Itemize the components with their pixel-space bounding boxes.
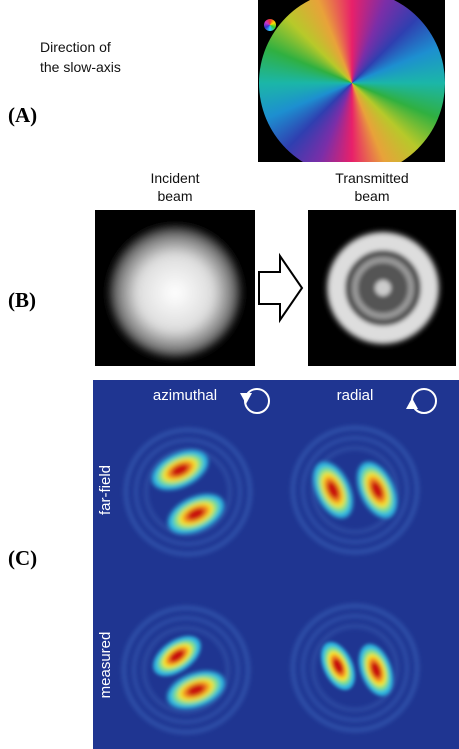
caption-line: Transmitted xyxy=(335,170,408,186)
column-label: azimuthal xyxy=(153,387,217,404)
lobe xyxy=(151,450,209,490)
slow-axis-map xyxy=(258,0,445,162)
lobe-layer xyxy=(327,481,339,499)
lobe xyxy=(167,671,225,709)
panel-label: (A) xyxy=(8,103,37,127)
intensity-panel xyxy=(93,380,459,749)
rotation-arrow xyxy=(240,393,252,404)
lobe xyxy=(321,642,355,690)
ring xyxy=(300,435,410,545)
arrow xyxy=(258,252,304,324)
rotation-arrow xyxy=(406,398,418,409)
ring xyxy=(290,603,420,733)
ring xyxy=(121,605,251,735)
lobe-layer xyxy=(187,508,205,520)
ring xyxy=(141,625,231,715)
lobe xyxy=(153,636,201,676)
caption-line: beam xyxy=(157,188,192,204)
lobe-layer xyxy=(171,464,189,476)
ring xyxy=(133,437,243,547)
ring xyxy=(310,623,400,713)
color-wheel xyxy=(259,0,445,162)
lobe xyxy=(313,461,353,519)
ring xyxy=(123,427,253,557)
caption-line: Direction of xyxy=(40,39,111,55)
transmitted-beam xyxy=(325,230,441,346)
lobe-layer xyxy=(371,481,383,499)
ring xyxy=(131,615,241,725)
column-label: radial xyxy=(337,387,374,404)
lobe-layer xyxy=(169,650,185,662)
lobe-layer xyxy=(332,658,344,674)
ring xyxy=(310,445,400,535)
row-label: far-field xyxy=(97,465,114,515)
color-key xyxy=(264,19,276,31)
ring xyxy=(143,447,233,537)
lobe xyxy=(358,644,394,696)
incident-beam xyxy=(107,222,243,358)
lobe xyxy=(357,461,397,519)
ring xyxy=(300,613,410,723)
lobe-layer xyxy=(187,684,205,696)
panel-label: (C) xyxy=(8,546,37,570)
panel-label: (B) xyxy=(8,288,36,312)
lobe-layer xyxy=(370,662,382,678)
ring xyxy=(290,425,420,555)
row-label: measured xyxy=(97,632,114,699)
caption-line: Incident xyxy=(150,170,199,186)
caption-line: beam xyxy=(354,188,389,204)
lobe xyxy=(167,494,225,534)
caption-line: the slow-axis xyxy=(40,59,121,75)
